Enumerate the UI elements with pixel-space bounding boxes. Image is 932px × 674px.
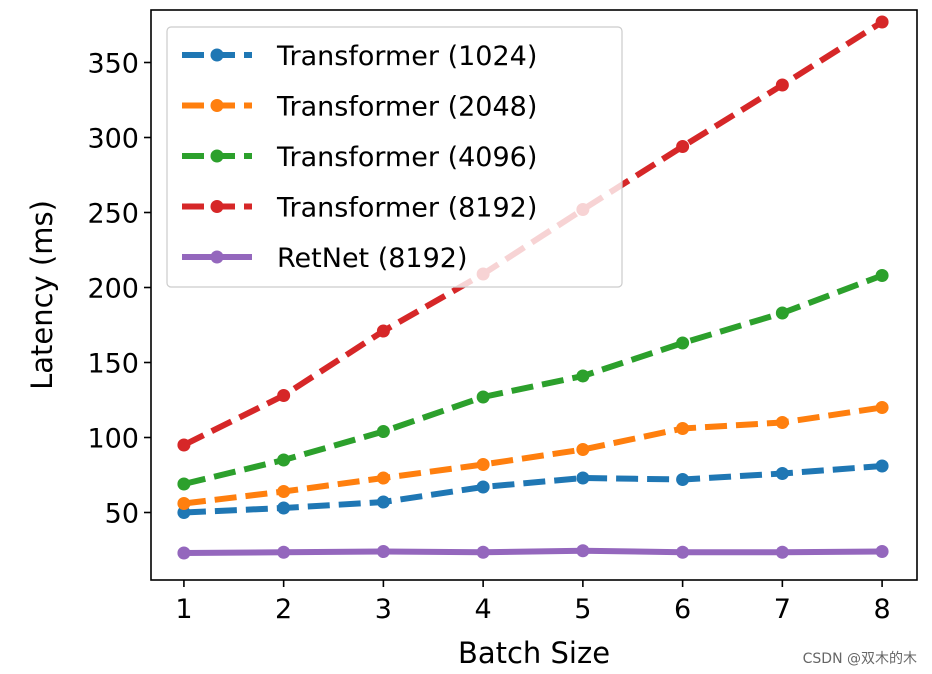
data-point	[376, 495, 390, 509]
series-line	[183, 272, 884, 487]
data-point	[875, 459, 889, 473]
data-point	[177, 497, 191, 510]
data-point	[775, 545, 789, 559]
data-point	[775, 416, 789, 429]
y-tick-label: 200	[87, 274, 139, 305]
series-transformer-2048	[177, 401, 889, 510]
legend-marker	[210, 99, 224, 112]
data-point	[676, 336, 690, 350]
legend-entry: Transformer (2048)	[182, 92, 537, 123]
x-tick-label: 1	[175, 594, 192, 625]
data-point	[376, 324, 390, 338]
data-point	[177, 506, 191, 519]
data-point	[875, 545, 889, 558]
legend-entry: Transformer (1024)	[182, 41, 537, 72]
y-tick-label: 250	[87, 199, 139, 230]
watermark-text: CSDN @双木的木	[803, 651, 917, 667]
legend-marker	[210, 250, 224, 264]
data-point	[576, 369, 590, 383]
data-point	[177, 546, 191, 560]
data-point	[576, 443, 590, 456]
axis-ticks: 1 2 3 4 5 6 7 8 50 100 150 200 250 300 350	[87, 49, 890, 626]
legend-label: Transformer (1024)	[276, 41, 537, 72]
series-transformer-4096	[177, 269, 889, 491]
data-point	[476, 545, 490, 559]
legend-label: Transformer (4096)	[276, 142, 537, 173]
data-point	[376, 471, 390, 485]
data-point	[376, 545, 390, 558]
y-tick-label: 300	[87, 124, 139, 155]
legend-label: Transformer (8192)	[276, 193, 537, 224]
data-point	[476, 480, 490, 494]
x-tick-label: 5	[574, 594, 591, 625]
x-tick-label: 6	[674, 594, 691, 625]
data-point	[376, 425, 390, 438]
data-point	[676, 422, 690, 435]
series-transformer-1024	[177, 459, 889, 519]
data-point	[875, 401, 889, 414]
series-line	[183, 547, 883, 556]
data-point	[177, 477, 191, 491]
data-point	[676, 140, 690, 153]
x-tick-label: 3	[375, 594, 392, 625]
legend-marker	[210, 48, 224, 62]
data-point	[476, 390, 490, 404]
data-point	[676, 545, 690, 559]
x-tick-label: 8	[873, 594, 890, 625]
legend-marker	[210, 200, 224, 213]
data-point	[775, 78, 789, 92]
y-tick-label: 100	[87, 424, 139, 455]
series-layer	[177, 15, 889, 560]
y-tick-label: 350	[87, 49, 139, 80]
legend-label: Transformer (2048)	[276, 92, 537, 123]
data-point	[576, 471, 590, 485]
data-point	[775, 306, 789, 320]
x-tick-label: 2	[275, 594, 292, 625]
x-tick-label: 4	[475, 594, 492, 625]
plot-frame	[150, 9, 918, 581]
legend: Transformer (1024) Transformer (2048) Tran…	[166, 26, 623, 288]
data-point	[177, 438, 191, 452]
series-line	[183, 404, 883, 507]
data-point	[277, 389, 291, 402]
legend-marker	[210, 149, 224, 163]
data-point	[576, 544, 590, 558]
data-point	[277, 485, 291, 498]
data-point	[277, 501, 291, 515]
y-axis-title: Latency (ms)	[25, 200, 59, 390]
legend-entry: Transformer (8192)	[182, 193, 537, 224]
y-tick-label: 150	[87, 349, 139, 380]
data-point	[775, 467, 789, 480]
series-retnet-8192	[177, 544, 889, 560]
data-point	[676, 473, 690, 486]
legend-entry: RetNet (8192)	[182, 243, 468, 274]
data-point	[875, 15, 889, 29]
legend-label: RetNet (8192)	[277, 243, 468, 274]
legend-box	[166, 26, 623, 288]
y-tick-label: 50	[105, 499, 139, 530]
data-point	[277, 453, 291, 467]
legend-entry: Transformer (4096)	[182, 142, 537, 173]
x-axis-title: Batch Size	[458, 636, 610, 670]
data-point	[476, 458, 490, 471]
x-tick-label: 7	[774, 594, 791, 625]
series-line	[183, 463, 883, 516]
data-point	[875, 269, 889, 282]
data-point	[277, 545, 291, 559]
